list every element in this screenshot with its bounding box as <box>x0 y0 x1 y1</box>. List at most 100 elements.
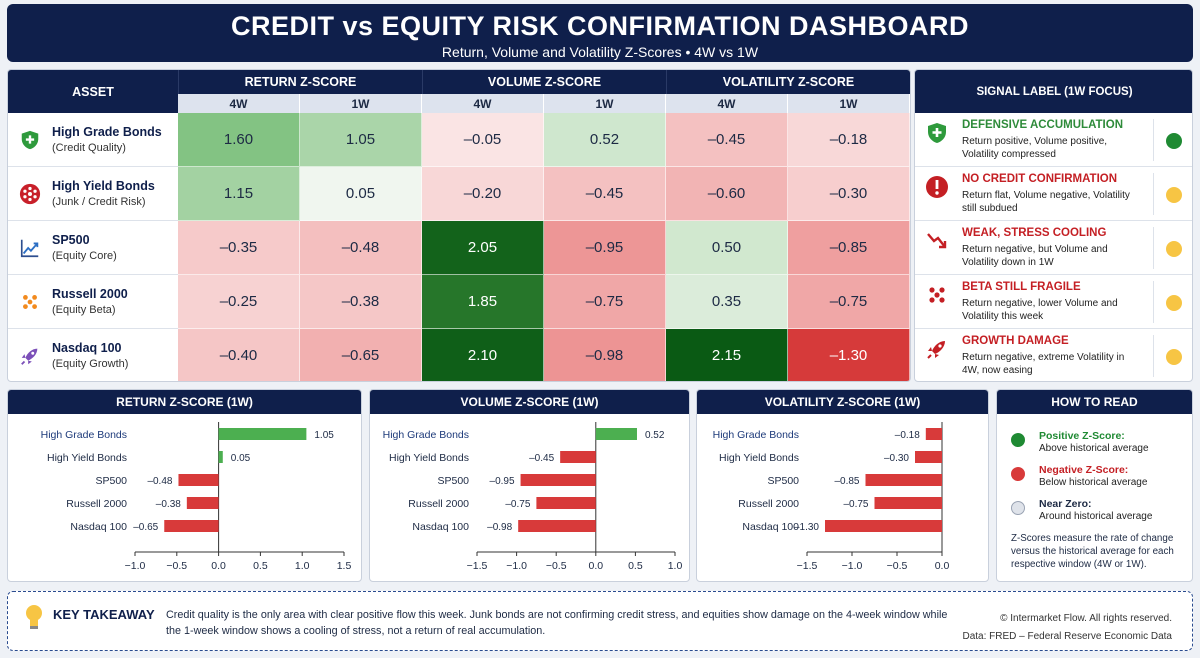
volume-chart-panel: VOLUME Z-SCORE (1W) High Grade Bonds High… <box>369 389 690 582</box>
category-label: High Grade Bonds <box>383 429 469 441</box>
bar <box>518 520 596 532</box>
zscore-cell: 0.05 <box>300 167 422 221</box>
zscore-cell: –0.38 <box>300 275 422 329</box>
data-label: –0.45 <box>529 453 554 464</box>
lightbulb-icon <box>26 605 42 629</box>
category-label: Russell 2000 <box>408 498 469 510</box>
category-label: Nasdaq 100 <box>70 521 127 533</box>
source-text: Data: FRED – Federal Reserve Economic Da… <box>962 631 1172 642</box>
return-chart-panel: RETURN Z-SCORE (1W) High Grade Bonds High… <box>7 389 362 582</box>
group-header: RETURN Z-SCORE <box>178 70 422 94</box>
signal-row: WEAK, STRESS COOLING Return negative, bu… <box>915 221 1192 275</box>
signal-label: GROWTH DAMAGE <box>962 335 1069 347</box>
takeaway-text: Credit quality is the only area with cle… <box>166 609 948 637</box>
legend-description: Below historical average <box>1039 477 1148 488</box>
tick-label: 1.0 <box>295 560 310 572</box>
category-label: Nasdaq 100 <box>412 521 469 533</box>
legend-title: Near Zero: <box>1039 498 1092 510</box>
asset-name: Russell 2000 <box>52 287 128 301</box>
signal-label: WEAK, STRESS COOLING <box>962 227 1107 239</box>
bar <box>218 428 307 440</box>
zscore-cell: –0.85 <box>788 221 910 275</box>
bar <box>865 474 942 486</box>
category-label: High Yield Bonds <box>719 452 799 464</box>
signal-panel: SIGNAL LABEL (1W FOCUS) DEFENSIVE ACCUMU… <box>914 69 1193 382</box>
asset-name: High Grade Bonds <box>52 125 162 139</box>
how-to-read-panel: HOW TO READ Positive Z-Score: Above hist… <box>996 389 1193 582</box>
asset-name: SP500 <box>52 233 90 247</box>
data-label: –0.75 <box>505 499 530 510</box>
asset-subtitle: (Equity Beta) <box>52 304 116 316</box>
divider <box>1153 335 1154 377</box>
tick-label: −1.0 <box>842 560 863 572</box>
signal-label: NO CREDIT CONFIRMATION <box>962 173 1118 185</box>
divider <box>1153 227 1154 269</box>
data-label: 0.52 <box>645 430 665 441</box>
zscore-cell: 2.15 <box>666 329 788 381</box>
bar <box>164 520 219 532</box>
window-header: 4W <box>666 94 788 113</box>
signal-panel-header: SIGNAL LABEL (1W FOCUS) <box>915 70 1192 113</box>
zscore-cell: –0.98 <box>544 329 666 381</box>
zscore-cell: 1.15 <box>178 167 300 221</box>
legend-title: Negative Z-Score: <box>1039 464 1129 476</box>
legend-dot <box>1011 501 1025 515</box>
divider <box>1153 119 1154 161</box>
window-header: 4W <box>178 94 300 113</box>
window-header: 1W <box>788 94 910 113</box>
asset-row-label: Russell 2000 (Equity Beta) <box>8 275 178 329</box>
burst-icon <box>19 183 41 204</box>
tick-label: −0.5 <box>166 560 187 572</box>
zscore-heatmap-table: ASSET RETURN Z-SCORE VOLUME Z-SCORE VOLATIL… <box>7 69 911 382</box>
data-label: –0.18 <box>895 430 920 441</box>
volatility-chart-title: VOLATILITY Z-SCORE (1W) <box>697 390 988 414</box>
category-label: High Grade Bonds <box>713 429 799 441</box>
zscore-note: Z-Scores measure the rate of change vers… <box>1011 533 1174 570</box>
tick-label: −1.5 <box>797 560 818 572</box>
tick-label: −1.0 <box>506 560 527 572</box>
bar <box>218 451 223 463</box>
legend-dot <box>1011 433 1025 447</box>
tick-label: 0.0 <box>211 560 226 572</box>
asset-row-label: SP500 (Equity Core) <box>8 221 178 275</box>
group-header: VOLUME Z-SCORE <box>422 70 666 94</box>
zscore-cell: –0.25 <box>178 275 300 329</box>
volatility-chart-panel: VOLATILITY Z-SCORE (1W) High Grade Bonds… <box>696 389 989 582</box>
zscore-cell: –0.45 <box>544 167 666 221</box>
dots-icon <box>929 287 945 303</box>
legend-item: Near Zero: Around historical average <box>1011 498 1191 528</box>
bar <box>595 428 637 440</box>
asset-column-header: ASSET <box>8 70 178 113</box>
category-label: High Yield Bonds <box>389 452 469 464</box>
legend-description: Around historical average <box>1039 511 1153 522</box>
data-label: –0.95 <box>490 476 515 487</box>
tick-label: 0.0 <box>935 560 950 572</box>
return-bar-chart: High Grade Bonds High Yield Bonds SP500 Rus… <box>41 422 351 572</box>
bar <box>560 451 596 463</box>
data-label: –1.30 <box>794 522 819 533</box>
signal-row: NO CREDIT CONFIRMATION Return flat, Volu… <box>915 167 1192 221</box>
rocket-icon <box>21 348 38 365</box>
tick-label: 0.5 <box>253 560 268 572</box>
zscore-cell: –0.18 <box>788 113 910 167</box>
signal-row: GROWTH DAMAGE Return negative, extreme V… <box>915 329 1192 381</box>
window-header: 4W <box>422 94 544 113</box>
asset-row-label: High Yield Bonds (Junk / Credit Risk) <box>8 167 178 221</box>
zscore-cell: 1.85 <box>422 275 544 329</box>
data-label: –0.98 <box>487 522 512 533</box>
zscore-cell: –0.48 <box>300 221 422 275</box>
divider <box>1153 173 1154 215</box>
category-label: Russell 2000 <box>738 498 799 510</box>
dots-icon <box>23 294 37 309</box>
zscore-cell: –0.75 <box>788 275 910 329</box>
volume-chart-title: VOLUME Z-SCORE (1W) <box>370 390 689 414</box>
legend-description: Above historical average <box>1039 443 1149 454</box>
data-label: 0.05 <box>231 453 251 464</box>
category-label: Nasdaq 100 <box>742 521 799 533</box>
signal-status-dot <box>1166 295 1182 311</box>
category-label: High Yield Bonds <box>47 452 127 464</box>
tick-label: 0.0 <box>588 560 603 572</box>
trend-line-icon <box>20 239 39 257</box>
return-chart-title: RETURN Z-SCORE (1W) <box>8 390 361 414</box>
bar <box>874 497 942 509</box>
